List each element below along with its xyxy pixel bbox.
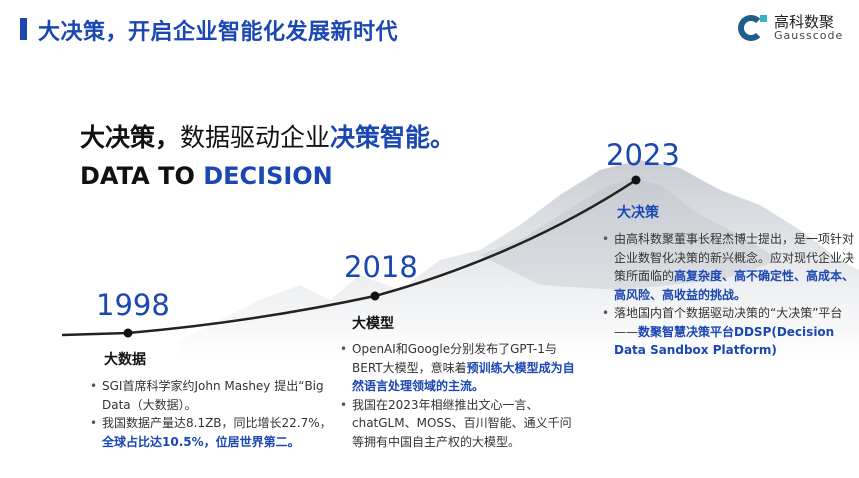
title-accent-bar: [20, 18, 27, 40]
logo-icon: [738, 15, 767, 41]
headline-highlight: 决策智能。: [330, 123, 456, 152]
headline-part: 大决策，: [80, 123, 181, 152]
page-title: 大决策，开启企业智能化发展新时代: [38, 20, 399, 45]
year-2018: 2018: [344, 250, 418, 284]
bullet-highlight: 高复杂度、高不确定性、高成本、高风险、高收益的挑战。: [614, 269, 855, 302]
bullet-text: SGI首席科学家约John Mashey 提出“Big Data（大数据）。: [102, 379, 324, 412]
year-2023: 2023: [606, 138, 680, 172]
subheadline: DATA TO DECISION: [80, 162, 333, 190]
headline: 大决策，数据驱动企业决策智能。: [80, 118, 455, 154]
logo-text-en: Gausscode: [774, 29, 844, 42]
bullet-text: OpenAI和Google分别发布了GPT-1与BERT大模型，意味着: [352, 342, 557, 375]
bullet-highlight: 预训练大模型成为自然语言处理领域的主流。: [352, 360, 575, 394]
bullet-item: 落地国内首个数据驱动决策的“大决策”平台——数聚智慧决策平台DDSP(Decis…: [600, 304, 856, 360]
subheadline-highlight: DECISION: [203, 162, 333, 190]
logo-text-cn: 高科数聚: [774, 13, 835, 31]
bullet-text: 我国数据产量达8.1ZB，同比增长22.7%，: [102, 416, 332, 430]
bullet-item: 由高科数聚董事长程杰博士提出，是一项针对企业数智化决策的新兴概念。应对现代企业决…: [600, 230, 856, 304]
bullet-item: 我国数据产量达8.1ZB，同比增长22.7%， 全球占比达10.5%，位居世界第二…: [88, 414, 333, 451]
timeline-dot-1998: [123, 328, 133, 338]
section-title: 大模型: [352, 316, 394, 332]
timeline-dot-2018: [370, 291, 380, 301]
bullet-item: OpenAI和Google分别发布了GPT-1与BERT大模型，意味着预训练大模…: [338, 340, 583, 396]
year-1998: 1998: [96, 288, 170, 322]
section-title: 大数据: [104, 352, 146, 368]
section-title: 大决策: [617, 205, 659, 221]
bullet-list-2023: 由高科数聚董事长程杰博士提出，是一项针对企业数智化决策的新兴概念。应对现代企业决…: [600, 230, 856, 360]
company-logo: 高科数聚 Gausscode: [738, 14, 843, 42]
bullet-item: SGI首席科学家约John Mashey 提出“Big Data（大数据）。: [88, 377, 333, 414]
bullet-highlight: 全球占比达10.5%，位居世界第二。: [102, 434, 300, 449]
bullet-text: 落地国内首个数据驱动决策的“大决策”平台——: [614, 306, 843, 339]
bullet-item: 我国在2023年相继推出文心一言、chatGLM、MOSS、百川智能、通义千问等…: [338, 396, 583, 452]
bullet-list-2018: OpenAI和Google分别发布了GPT-1与BERT大模型，意味着预训练大模…: [338, 340, 583, 451]
bullet-list-1998: SGI首席科学家约John Mashey 提出“Big Data（大数据）。 我…: [88, 377, 333, 451]
timeline-dot-2023: [631, 175, 641, 185]
bullet-highlight: 数聚智慧决策平台DDSP(Decision Data Sandbox Platf…: [614, 324, 835, 358]
bullet-text: 由高科数聚董事长程杰博士提出，是一项针对企业数智化决策的新兴概念。应对现代企业决…: [614, 232, 855, 283]
bullet-text: 我国在2023年相继推出文心一言、chatGLM、MOSS、百川智能、通义千问等…: [352, 397, 572, 449]
subheadline-part: DATA TO: [80, 162, 204, 190]
headline-part: 数据驱动企业: [180, 123, 331, 152]
